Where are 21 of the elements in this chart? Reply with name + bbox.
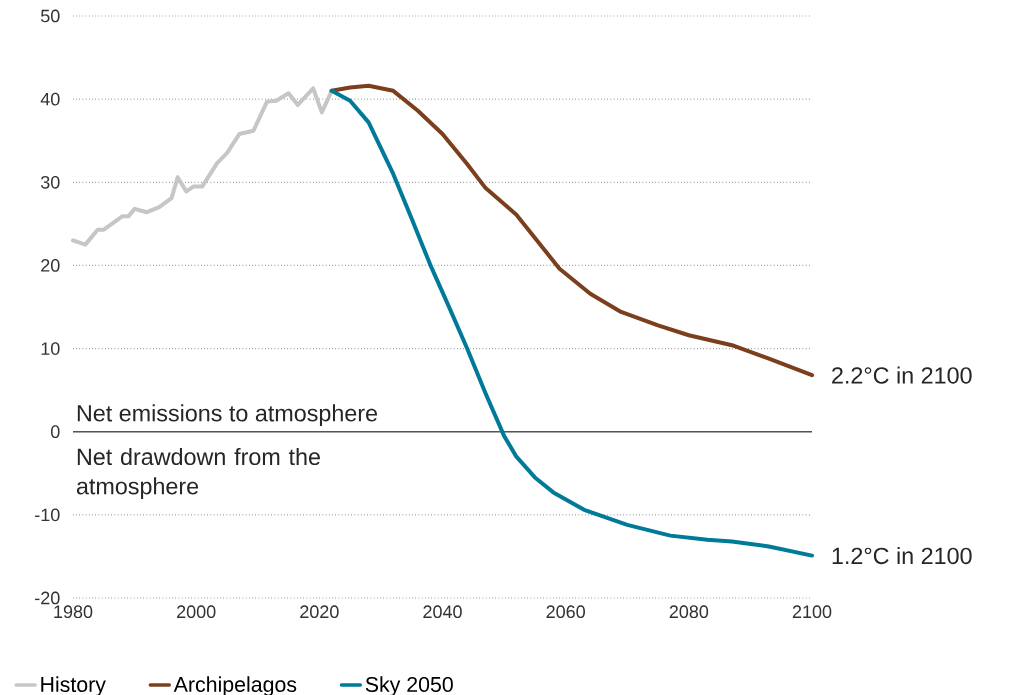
annotation: 1.2°C in 2100 (832, 547, 972, 565)
line-series (71, 86, 334, 247)
y-tick-label: 10 (41, 342, 60, 355)
x-tick-label: 1980 (54, 605, 93, 619)
annotation: Net drawdown from the atmosphere (76, 447, 320, 500)
y-tick-label: 40 (40, 92, 60, 106)
y-tick-label: -10 (35, 508, 60, 522)
line-series (329, 83, 814, 378)
y-tick-label: 0 (51, 425, 60, 439)
x-tick-label: 2100 (792, 605, 832, 619)
x-tick-label: 2060 (546, 605, 585, 619)
x-tick-label: 2080 (669, 605, 709, 619)
y-tick-label: -20 (35, 591, 60, 605)
x-tick-label: 2020 (300, 605, 339, 619)
y-tick-label: 30 (40, 175, 60, 189)
annotation: 2.2°C in 2100 (832, 366, 972, 384)
x-tick-label: 2040 (423, 605, 462, 619)
y-tick-label: 50 (40, 9, 60, 23)
x-tick-label: 2000 (177, 605, 216, 619)
y-tick-label: 20 (41, 259, 60, 272)
annotation: Net emissions to atmosphere (77, 404, 378, 427)
